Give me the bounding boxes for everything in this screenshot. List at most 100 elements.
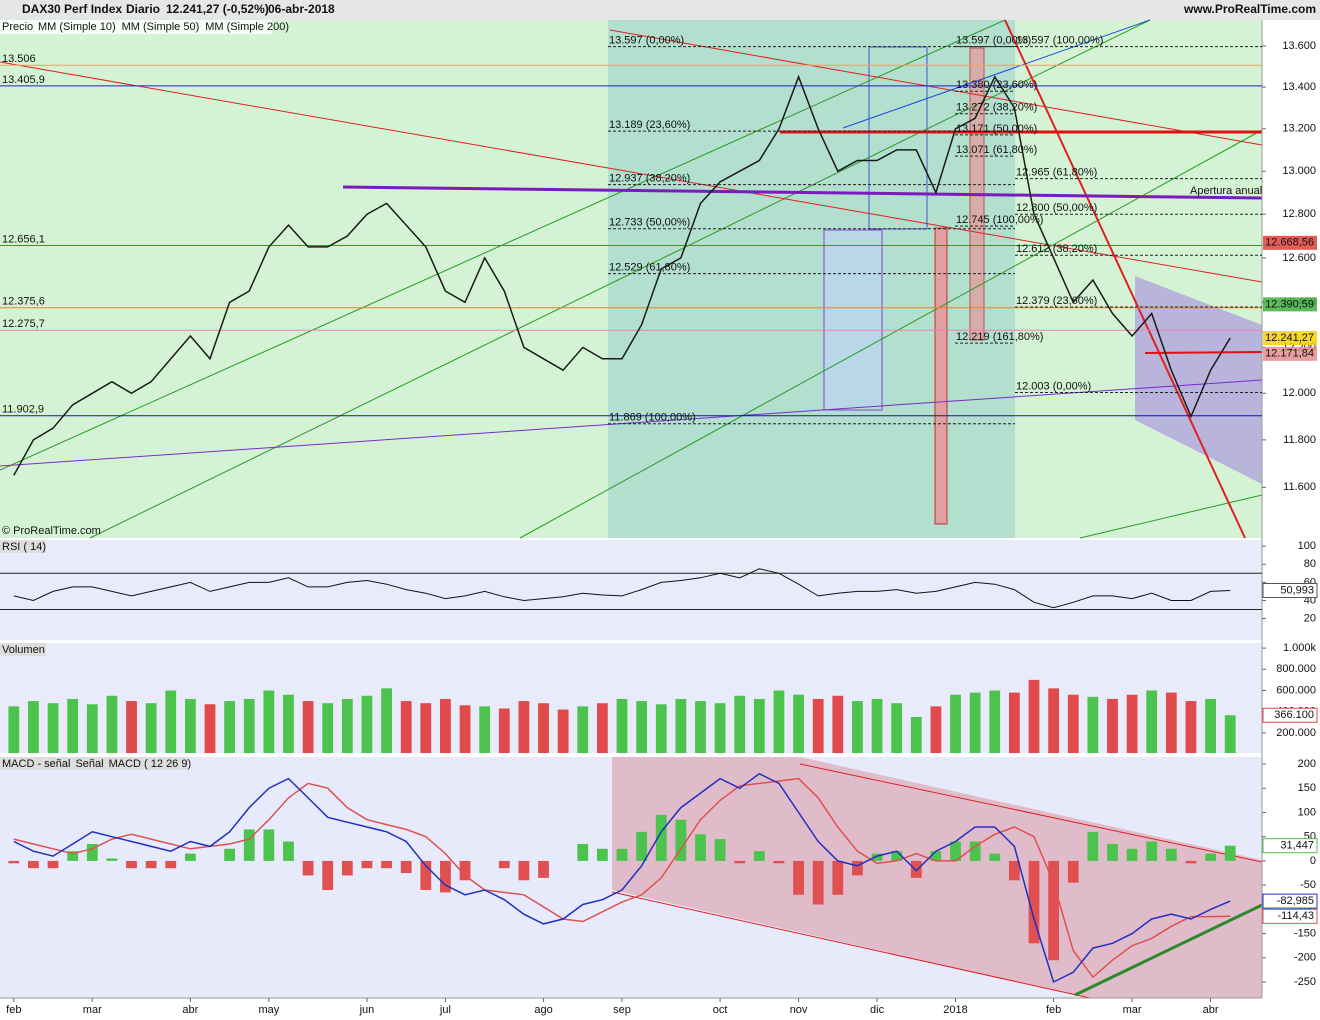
y-tick-label: 13.000: [1282, 165, 1316, 177]
volume-bar: [714, 703, 726, 753]
volume-bar: [440, 698, 451, 753]
volume-bar: [498, 708, 510, 753]
histogram-bar: [1205, 853, 1216, 861]
volume-bar: [950, 694, 961, 753]
volume-bar: [8, 706, 20, 753]
volume-bar: [577, 706, 589, 753]
x-tick-label: abr: [182, 1004, 198, 1016]
volume-bar: [126, 701, 137, 753]
volume-bar: [793, 694, 804, 753]
histogram-bar: [184, 853, 196, 861]
histogram-bar: [224, 848, 236, 861]
volume-bar: [86, 704, 98, 753]
histogram-bar: [910, 860, 922, 878]
legend-entry: MM (Simple 200): [205, 21, 289, 33]
x-tick-label: feb: [6, 1004, 21, 1016]
x-tick-label: nov: [790, 1004, 808, 1016]
volume-bar: [283, 694, 294, 753]
x-tick-label: jun: [359, 1004, 375, 1016]
histogram-bar: [145, 860, 157, 869]
histogram-bar: [577, 843, 589, 861]
volume-bar: [891, 703, 903, 753]
fib-label: 12.219 (161,80%): [956, 331, 1043, 343]
volume-bar: [1224, 715, 1236, 753]
histogram-bar: [950, 841, 961, 861]
y-tick-label: 12.800: [1282, 208, 1316, 220]
volume-bar: [695, 701, 706, 753]
histogram-bar: [1028, 860, 1040, 944]
volume-bar: [1165, 692, 1177, 753]
price-box: [1263, 331, 1317, 346]
panel-title: Volumen: [2, 644, 45, 656]
histogram-bar: [165, 860, 177, 869]
histogram-bar: [106, 858, 118, 861]
value-box: [1262, 908, 1318, 924]
volume-bar: [67, 698, 79, 753]
value-label: 31,447: [1280, 840, 1314, 852]
histogram-bar: [322, 860, 334, 890]
volume-bar: [1008, 692, 1020, 753]
trend-line: [842, 19, 1151, 129]
histogram-bar: [636, 831, 648, 861]
value-label: 50,993: [1280, 584, 1314, 596]
histogram-bar: [1126, 848, 1138, 861]
volume-bar: [106, 695, 118, 753]
y-tick-label: -50: [1300, 879, 1316, 891]
volume-bar: [243, 698, 255, 753]
x-tick-label: may: [258, 1004, 279, 1016]
fib-label: 13.171 (50,00%): [956, 123, 1037, 135]
histogram-bar: [969, 841, 981, 861]
y-tick-label: 11.800: [1283, 434, 1316, 446]
price-box-label: 12.241,27: [1265, 332, 1314, 344]
histogram-bar: [930, 851, 942, 861]
x-tick-label: dic: [870, 1004, 885, 1016]
wedge: [1135, 276, 1262, 484]
histogram-bar: [47, 860, 59, 869]
histogram-bar: [675, 819, 687, 861]
histogram-bar: [616, 848, 628, 861]
y-tick-label: 150: [1298, 782, 1316, 794]
fib-label: 13.071 (61,80%): [956, 144, 1037, 156]
date: 06-abr-2018: [268, 2, 335, 16]
header-bar: [0, 0, 1320, 20]
y-tick-label: 200.000: [1276, 727, 1316, 739]
histogram-bar: [440, 860, 451, 893]
channel-line: [0, 19, 1006, 471]
x-tick-label: 2018: [943, 1004, 967, 1016]
fib-label: 13.380 (23,60%): [956, 79, 1037, 91]
histogram-bar: [852, 860, 863, 876]
histogram-bar: [8, 860, 20, 864]
fib-zone: [608, 20, 1015, 538]
volume-bar: [518, 701, 530, 753]
volume-bar: [1205, 698, 1216, 753]
price-box: [1263, 297, 1317, 312]
volume-bar: [361, 695, 373, 753]
y-tick-label: 13.400: [1282, 81, 1316, 93]
volume-bar: [1087, 696, 1099, 753]
trend-line: [1074, 903, 1263, 997]
volume-bar: [1048, 688, 1060, 753]
trend-line: [609, 29, 1263, 146]
histogram-bar: [283, 841, 294, 861]
gap-box: [934, 227, 948, 525]
histogram-bar: [753, 851, 765, 861]
volume-bar: [969, 692, 981, 753]
histogram-bar: [341, 860, 353, 876]
volume-bar: [675, 698, 687, 753]
histogram-bar: [695, 834, 706, 861]
histogram-bar: [459, 860, 471, 881]
panel-title: Precio: [2, 21, 33, 33]
fib-label: 12.745 (100,00%): [956, 214, 1043, 226]
volume-bar: [1107, 698, 1118, 753]
volume-bar: [1146, 690, 1158, 753]
volume-bar: [812, 698, 824, 753]
histogram-bar: [1146, 841, 1158, 861]
histogram-bar: [655, 814, 667, 861]
price-box-label: 12.668,56: [1265, 237, 1314, 249]
legend-bg: [0, 20, 272, 34]
histogram-bar: [498, 860, 510, 869]
price-box-label: 12.171,84: [1265, 348, 1314, 360]
volume-bar: [145, 703, 157, 753]
y-tick-label: 200: [1298, 758, 1316, 770]
histogram-bar: [832, 860, 844, 895]
